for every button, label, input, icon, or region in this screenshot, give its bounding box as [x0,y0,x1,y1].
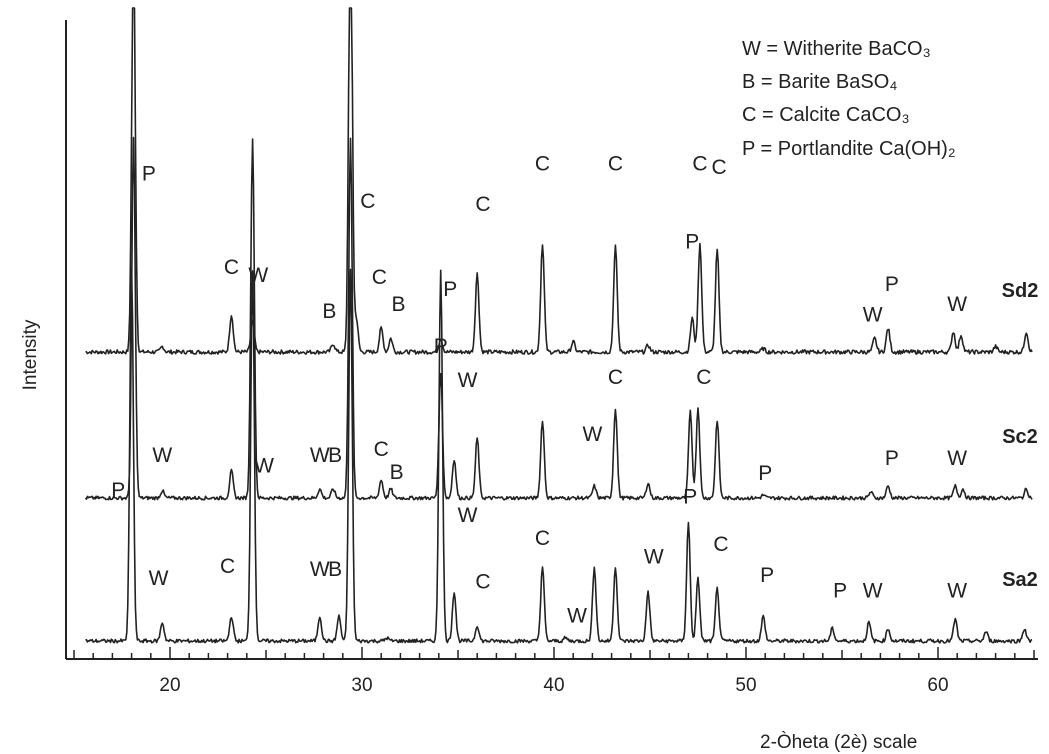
peak-label-Sd2-8: C [475,193,490,216]
legend-entry-witherite: W = Witherite BaCO₃ [742,38,931,60]
x-tick-label-60: 60 [927,675,948,696]
series-label-Sa2: Sa2 [1002,569,1038,591]
peak-label-Sa2-12: C [713,533,728,556]
peak-label-Sd2-1: C [224,256,239,279]
x-ticks-layer: 20 30 40 50 60 [73,647,1035,696]
peak-label-Sd2-14: W [863,303,883,326]
peak-label-Sd2-7: P [443,278,457,301]
x-tick-label-40: 40 [543,675,564,696]
peak-label-Sc2-10: P [758,462,772,485]
peak-label-Sd2-12: C [692,152,707,175]
peak-label-Sa2-2: C [220,555,235,578]
legend-entry-barite: B = Barite BaSO₄ [742,71,897,93]
peak-label-Sa2-0: P [111,479,125,502]
peak-label-Sa2-11: P [683,485,697,508]
peak-label-Sc2-0: W [152,444,172,467]
series-label-Sd2: Sd2 [1002,280,1039,302]
peak-label-Sa2-16: W [947,580,967,603]
peak-label-Sa2-5: B [328,558,342,581]
peak-label-Sa2-15: W [863,580,883,603]
x-tick-label-20: 20 [159,675,180,696]
peak-label-Sd2-11: P [685,231,699,254]
peak-label-Sc2-12: W [947,447,967,470]
peak-label-Sa2-4: W [310,558,330,581]
trace-Sc2 [84,136,1033,501]
peak-label-Sa2-14: P [833,580,847,603]
peak-label-Sc2-5: P [434,335,448,358]
peak-label-Sd2-6: B [391,293,405,316]
peak-label-Sa2-7: C [475,570,490,593]
peak-label-Sc2-11: P [885,447,899,470]
peak-label-Sc2-7: W [582,423,602,446]
peak-label-Sa2-9: W [567,604,587,627]
peak-label-Sd2-13: C [712,156,727,179]
peak-label-Sd2-4: C [360,190,375,213]
peak-label-Sa2-10: W [644,546,664,569]
peak-label-Sa2-6: W [458,504,478,527]
peak-label-Sd2-16: W [947,293,967,316]
x-axis-title: 2-Òheta (2è) scale [760,731,917,753]
peak-label-Sa2-3: W [254,454,274,477]
peak-label-Sd2-9: C [535,152,550,175]
series-label-Sc2: Sc2 [1002,426,1038,448]
y-axis-title: Intensity [20,319,41,390]
legend: W = Witherite BaCO₃ B = Barite BaSO₄ C =… [742,38,956,160]
trace-Sa2 [85,267,1033,644]
peak-label-Sd2-15: P [885,273,899,296]
peak-label-Sa2-8: C [535,527,550,550]
legend-entry-portlandite: P = Portlandite Ca(OH)₂ [742,138,956,160]
peak-label-Sd2-5: C [372,266,387,289]
series-labels-layer: Sd2 Sc2 Sa2 [1002,280,1039,591]
peak-label-Sd2-0: P [142,163,156,186]
peak-label-Sc2-4: B [390,461,404,484]
traces-layer [84,7,1033,644]
peak-label-Sd2-10: C [608,152,623,175]
peak-label-Sc2-3: C [374,438,389,461]
trace-Sd2 [85,7,1033,355]
peak-label-Sc2-9: C [696,366,711,389]
peak-label-Sd2-2: W [248,264,268,287]
peak-label-Sa2-13: P [760,564,774,587]
peak-label-Sc2-1: W [310,444,330,467]
peak-label-Sc2-8: C [608,366,623,389]
peak-label-Sc2-6: W [458,369,478,392]
x-tick-label-50: 50 [735,675,756,696]
x-tick-label-30: 30 [351,675,372,696]
peak-label-Sd2-3: B [322,300,336,323]
peak-label-Sa2-1: W [149,567,169,590]
peak-label-Sc2-2: B [328,444,342,467]
legend-entry-calcite: C = Calcite CaCO₃ [742,104,910,126]
